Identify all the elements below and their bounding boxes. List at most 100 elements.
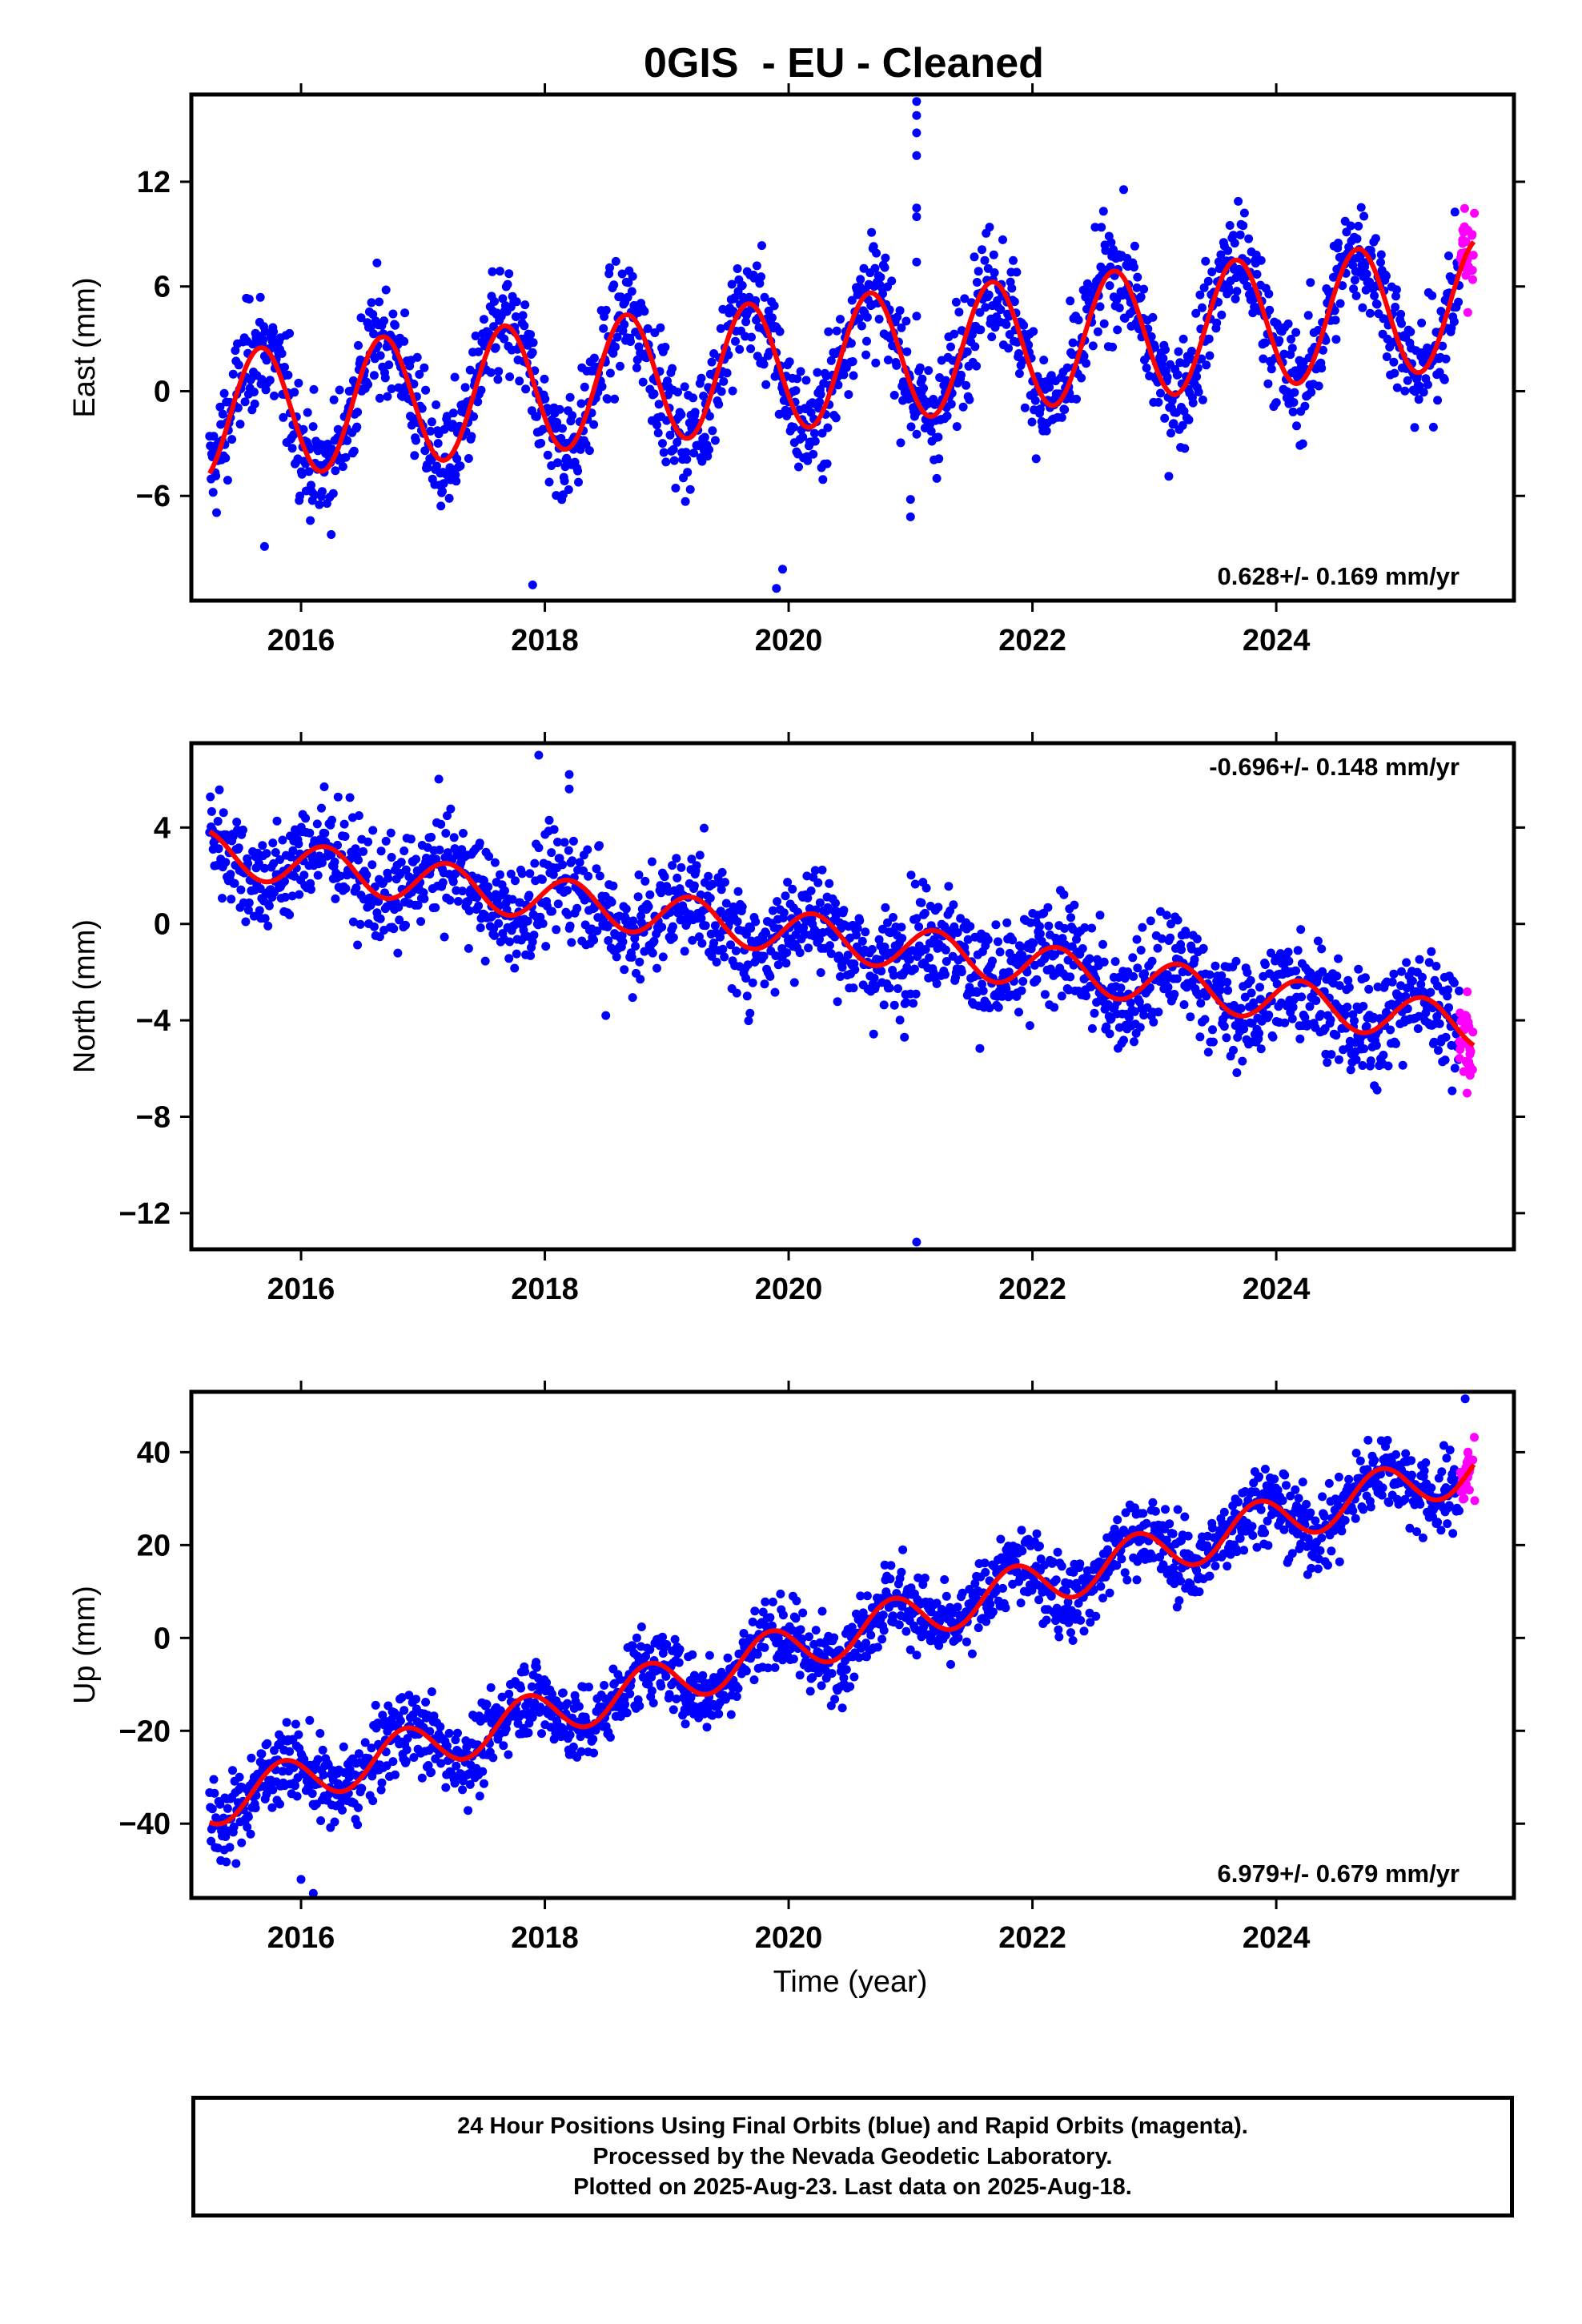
up-point (845, 1682, 855, 1691)
north-point (737, 902, 747, 911)
north-point (589, 935, 599, 945)
east-point (957, 370, 966, 380)
up-point (1066, 1628, 1075, 1638)
north-point (660, 872, 669, 882)
up-point (223, 1803, 232, 1813)
up-point (878, 1610, 888, 1620)
north-point (911, 989, 921, 999)
up-point (1057, 1562, 1066, 1571)
north-point (633, 892, 643, 902)
east-outlier-point (528, 580, 537, 589)
north-point (731, 946, 741, 955)
east-point (504, 269, 514, 279)
east-point (1244, 234, 1254, 243)
east-point (1030, 396, 1040, 405)
north-point (889, 913, 897, 922)
east-point (1014, 349, 1023, 358)
east-point (512, 297, 521, 307)
north-point (995, 947, 1005, 957)
x-tick-label: 2024 (1243, 1273, 1311, 1306)
east-point (356, 313, 366, 323)
x-tick-label: 2022 (998, 624, 1066, 657)
north-point (221, 858, 231, 867)
up-point (316, 1816, 326, 1825)
north-point (1418, 972, 1427, 982)
east-point (1101, 246, 1110, 255)
east-point (1199, 283, 1209, 292)
up-point (905, 1645, 915, 1655)
north-point (1401, 991, 1411, 1001)
east-point (1454, 297, 1464, 307)
east-point (574, 477, 583, 487)
up-point (797, 1634, 807, 1643)
north-point (355, 919, 365, 929)
east-point (801, 376, 811, 385)
north-point (476, 923, 485, 932)
up-point (885, 1574, 895, 1584)
east-point (555, 404, 564, 414)
north-point (716, 932, 725, 942)
east-outlier-point (912, 128, 921, 138)
north-point (348, 917, 358, 927)
east-point (976, 325, 986, 335)
up-point (946, 1659, 955, 1669)
up-point (268, 1785, 278, 1795)
east-point (854, 314, 864, 324)
up-point (920, 1574, 930, 1582)
north-outlier-point (601, 1011, 611, 1020)
east-point (265, 376, 275, 385)
east-point (1166, 428, 1175, 438)
east-point (1436, 307, 1446, 316)
up-point (811, 1626, 821, 1635)
north-point (214, 844, 223, 854)
east-point (269, 327, 279, 336)
up-point (313, 1755, 323, 1764)
east-point (638, 377, 648, 387)
east-point (1239, 208, 1249, 218)
east-point (310, 490, 319, 500)
up-point (436, 1722, 445, 1731)
up-point (429, 1711, 439, 1721)
east-point (280, 363, 289, 372)
north-point (420, 894, 429, 903)
north-point (1433, 981, 1443, 991)
north-point (375, 914, 385, 923)
east-point (465, 365, 475, 375)
north-point (1203, 1047, 1213, 1057)
north-point (1078, 944, 1087, 953)
up-point (986, 1599, 995, 1609)
north-point (925, 953, 934, 963)
north-point (833, 997, 842, 1007)
north-point (1002, 918, 1012, 927)
east-point (1082, 279, 1092, 288)
east-point (1427, 291, 1437, 300)
east-point (794, 462, 803, 472)
east-point (831, 413, 841, 423)
east-point (733, 264, 742, 273)
north-point (645, 890, 655, 899)
up-point (294, 1730, 303, 1739)
up-point (458, 1785, 468, 1795)
north-point (1407, 976, 1417, 986)
north-point (553, 838, 562, 846)
north-point (921, 883, 931, 893)
north-point (779, 908, 789, 918)
up-point (354, 1803, 363, 1812)
east-point (438, 487, 447, 497)
east-point (749, 273, 759, 283)
up-point (798, 1608, 808, 1618)
north-point (1435, 1019, 1444, 1028)
x-tick-label: 2020 (755, 1273, 823, 1306)
east-point (352, 422, 362, 432)
east-point (950, 329, 959, 339)
north-point (1004, 967, 1014, 977)
east-rapid-point (1461, 271, 1471, 280)
north-point (1313, 936, 1323, 946)
east-y-axis-label: East (mm) (68, 277, 102, 417)
east-point (480, 315, 488, 324)
east-point (1203, 276, 1213, 286)
north-point (269, 858, 279, 868)
north-point (751, 917, 761, 927)
up-point (702, 1723, 712, 1732)
east-point (1331, 316, 1340, 325)
